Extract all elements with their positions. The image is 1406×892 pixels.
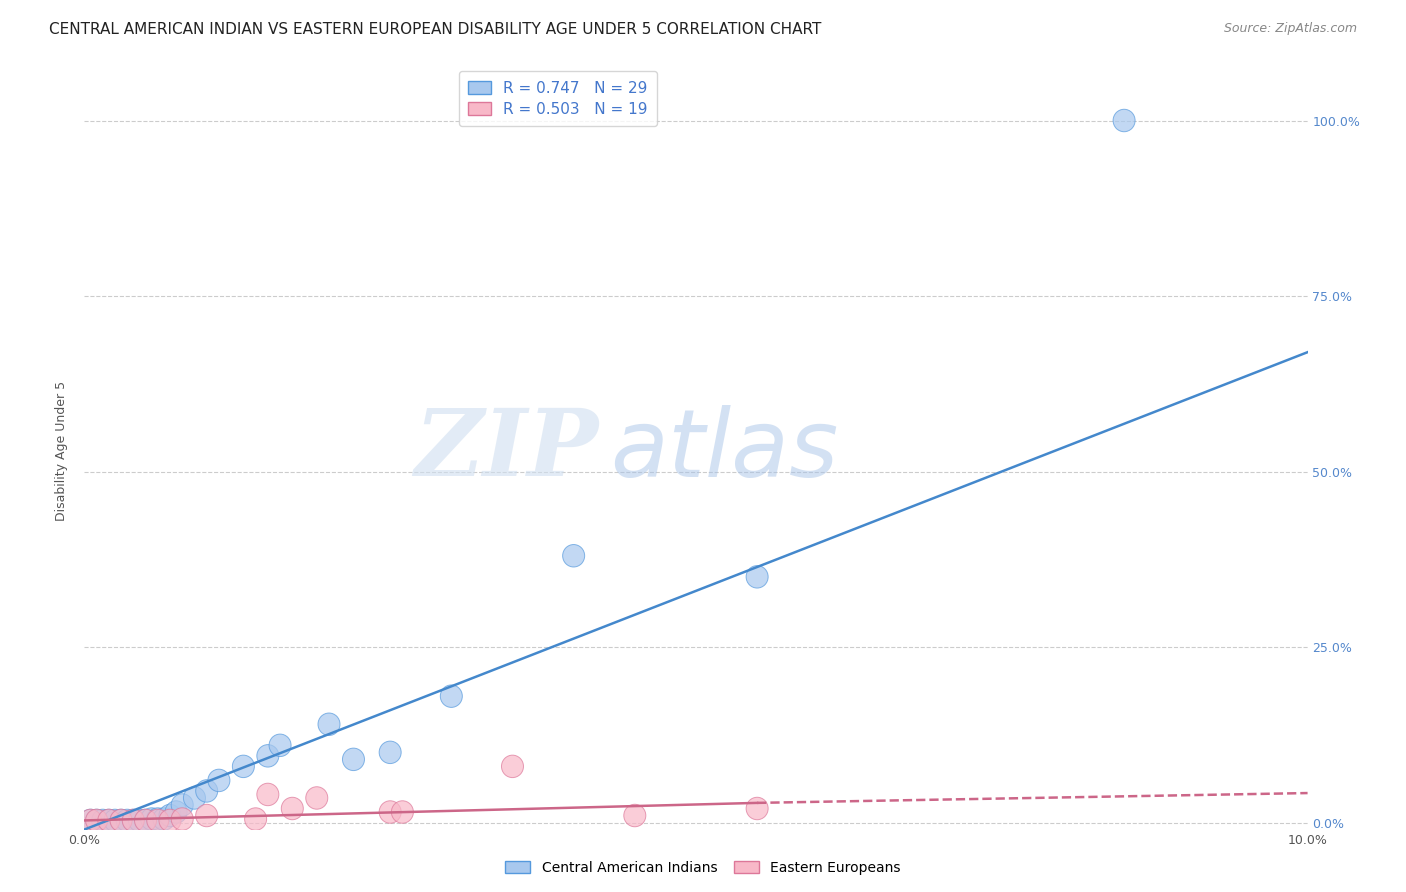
Ellipse shape <box>183 787 205 809</box>
Legend: R = 0.747   N = 29, R = 0.503   N = 19: R = 0.747 N = 29, R = 0.503 N = 19 <box>458 71 657 126</box>
Text: CENTRAL AMERICAN INDIAN VS EASTERN EUROPEAN DISABILITY AGE UNDER 5 CORRELATION C: CENTRAL AMERICAN INDIAN VS EASTERN EUROP… <box>49 22 821 37</box>
Ellipse shape <box>208 769 231 792</box>
Ellipse shape <box>172 808 193 830</box>
Ellipse shape <box>195 805 218 827</box>
Ellipse shape <box>624 805 645 827</box>
Ellipse shape <box>146 809 169 831</box>
Ellipse shape <box>1114 109 1135 132</box>
Ellipse shape <box>318 713 340 736</box>
Ellipse shape <box>159 805 181 827</box>
Ellipse shape <box>98 809 120 831</box>
Ellipse shape <box>305 787 328 809</box>
Ellipse shape <box>146 808 169 830</box>
Ellipse shape <box>747 797 768 820</box>
Text: atlas: atlas <box>610 405 838 496</box>
Ellipse shape <box>747 566 768 588</box>
Ellipse shape <box>562 544 585 567</box>
Ellipse shape <box>110 809 132 831</box>
Ellipse shape <box>257 783 278 805</box>
Ellipse shape <box>245 808 267 830</box>
Ellipse shape <box>110 809 132 831</box>
Ellipse shape <box>91 809 114 831</box>
Ellipse shape <box>281 797 304 820</box>
Ellipse shape <box>172 794 193 816</box>
Ellipse shape <box>86 809 108 831</box>
Ellipse shape <box>135 809 156 831</box>
Ellipse shape <box>269 734 291 756</box>
Text: Source: ZipAtlas.com: Source: ZipAtlas.com <box>1223 22 1357 36</box>
Ellipse shape <box>80 809 101 831</box>
Ellipse shape <box>165 801 187 823</box>
Ellipse shape <box>98 809 120 831</box>
Legend: Central American Indians, Eastern Europeans: Central American Indians, Eastern Europe… <box>501 855 905 880</box>
Ellipse shape <box>159 809 181 831</box>
Ellipse shape <box>135 809 156 831</box>
Ellipse shape <box>440 685 463 707</box>
Y-axis label: Disability Age Under 5: Disability Age Under 5 <box>55 380 69 521</box>
Ellipse shape <box>502 756 523 778</box>
Ellipse shape <box>153 808 174 830</box>
Text: ZIP: ZIP <box>413 406 598 495</box>
Ellipse shape <box>86 809 108 831</box>
Ellipse shape <box>257 745 278 767</box>
Ellipse shape <box>380 801 401 823</box>
Ellipse shape <box>141 808 163 830</box>
Ellipse shape <box>391 801 413 823</box>
Ellipse shape <box>128 809 150 831</box>
Ellipse shape <box>104 809 127 831</box>
Ellipse shape <box>122 809 145 831</box>
Ellipse shape <box>80 809 101 831</box>
Ellipse shape <box>117 809 138 831</box>
Ellipse shape <box>232 756 254 778</box>
Ellipse shape <box>343 748 364 771</box>
Ellipse shape <box>122 809 145 831</box>
Ellipse shape <box>380 741 401 764</box>
Ellipse shape <box>195 780 218 802</box>
